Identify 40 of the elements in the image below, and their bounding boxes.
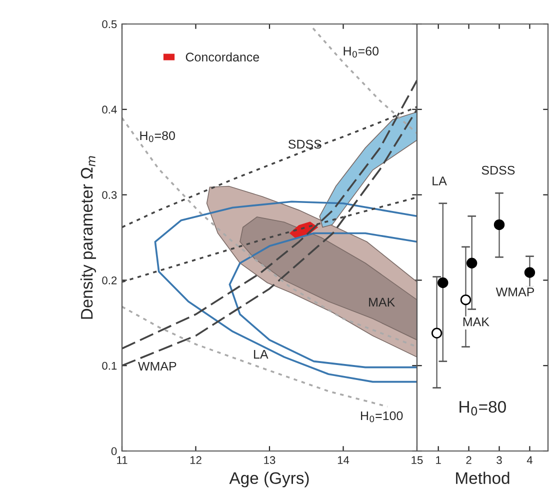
annotation: H$_{0}$=100 [361,411,403,422]
y-tick-label: 0.3 [102,191,117,199]
x-tick-label: 12 [190,456,202,464]
x-tick-label: 4 [526,456,532,464]
point [494,219,505,230]
x-tick-label: 1 [436,456,441,464]
y-tick-label: 0.4 [102,106,117,114]
x-tick-label: 2 [466,456,472,464]
annotation: SDSS [288,140,322,149]
annotation: SDSS [482,166,515,175]
point [438,277,448,288]
annotation: LA [432,176,447,186]
annotation: LA [254,350,268,359]
line-series [312,27,417,134]
point [431,328,442,338]
annotation: H$_{0}$=80 [460,400,506,416]
y-tick-label: 0.5 [102,20,117,28]
y-axis-title: Density parameter Ω$_{m}$ [80,156,96,319]
point [524,267,536,278]
x-tick-label: 15 [412,456,423,464]
x-tick-label: 14 [338,456,350,464]
annotation: H$_{0}$=80 [140,131,175,142]
y-tick-label: 0 [111,447,117,456]
annotation: H$_{0}$=60 [344,46,379,58]
legend-label: Concordance [186,52,260,62]
point [460,294,472,306]
line-series [228,232,417,368]
annotation: MAK [369,298,396,306]
x-tick-label: 13 [264,456,276,464]
x-axis-title: Method [456,472,510,484]
annotation: MAK [463,318,490,326]
line-series [122,306,388,408]
y-tick-label: 0.1 [102,362,117,370]
annotation: WMAP [496,288,534,296]
x-tick-label: 11 [117,456,128,464]
y-tick-label: 0.2 [102,276,117,284]
x-tick-label: 3 [496,456,502,464]
annotation: WMAP [138,362,176,371]
x-axis-title: Age (Gyrs) [229,472,309,488]
point [466,258,478,268]
